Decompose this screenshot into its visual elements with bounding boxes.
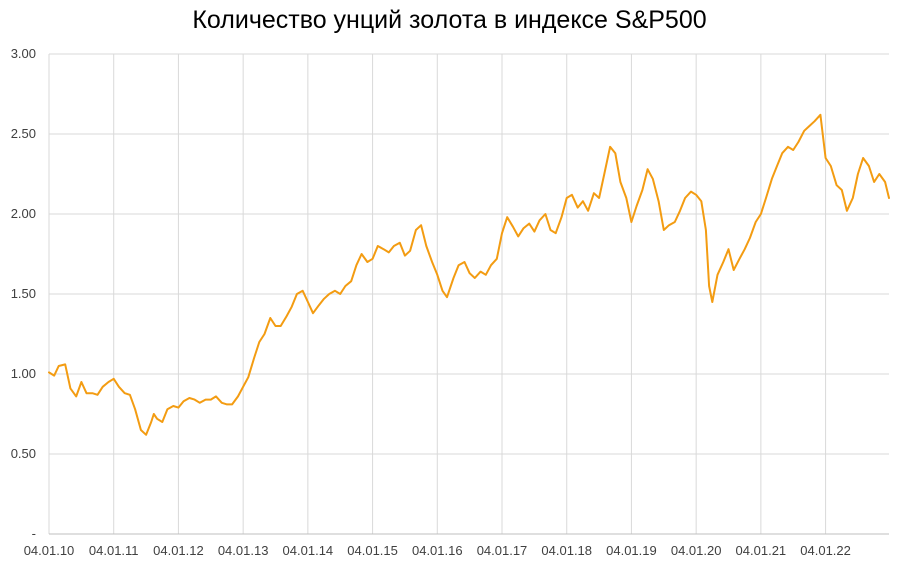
x-tick-label: 04.01.20 <box>671 543 722 558</box>
x-tick-label: 04.01.16 <box>412 543 463 558</box>
x-tick-label: 04.01.11 <box>89 543 139 558</box>
y-tick-label: 3.00 <box>11 46 36 61</box>
x-tick-label: 04.01.13 <box>218 543 269 558</box>
series-line <box>49 115 889 435</box>
x-axis-tick-labels: 04.01.10 04.01.11 04.01.12 04.01.13 04.01.14… <box>24 543 851 558</box>
x-tick-label: 04.01.12 <box>153 543 204 558</box>
y-tick-label: 0.50 <box>11 446 36 461</box>
y-tick-label: 2.50 <box>11 126 36 141</box>
x-tick-label: 04.01.18 <box>541 543 592 558</box>
series-group <box>49 115 889 435</box>
x-tick-label: 04.01.14 <box>283 543 334 558</box>
y-tick-label: 2.00 <box>11 206 36 221</box>
x-tick-label: 04.01.15 <box>347 543 398 558</box>
y-axis-tick-labels: - 0.50 1.00 1.50 2.00 2.50 3.00 <box>11 46 36 541</box>
y-tick-label: - <box>32 526 36 541</box>
x-tick-label: 04.01.19 <box>606 543 657 558</box>
x-tick-label: 04.01.21 <box>736 543 787 558</box>
horizontal-gridlines <box>49 54 889 534</box>
y-tick-label: 1.00 <box>11 366 36 381</box>
x-tick-label: 04.01.17 <box>477 543 528 558</box>
x-tick-label: 04.01.10 <box>24 543 75 558</box>
y-tick-label: 1.50 <box>11 286 36 301</box>
x-tick-label: 04.01.22 <box>800 543 851 558</box>
